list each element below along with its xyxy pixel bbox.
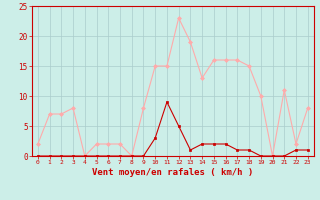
X-axis label: Vent moyen/en rafales ( km/h ): Vent moyen/en rafales ( km/h )	[92, 168, 253, 177]
